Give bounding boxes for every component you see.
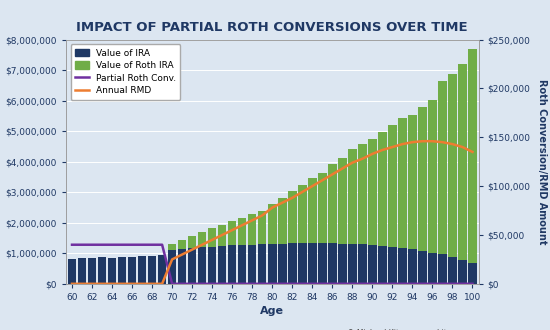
Bar <box>438 254 447 284</box>
Bar <box>288 243 296 284</box>
Y-axis label: Total Portfolio Value: Total Portfolio Value <box>0 102 1 222</box>
Bar <box>78 258 86 284</box>
Bar <box>218 246 227 284</box>
Bar <box>268 244 277 284</box>
Bar <box>68 259 76 284</box>
Title: IMPACT OF PARTIAL ROTH CONVERSIONS OVER TIME: IMPACT OF PARTIAL ROTH CONVERSIONS OVER … <box>76 21 468 34</box>
Bar <box>378 132 387 246</box>
Bar <box>398 118 406 248</box>
Bar <box>298 243 306 284</box>
Bar <box>188 236 196 248</box>
Bar <box>428 100 437 253</box>
Bar <box>438 81 447 254</box>
Bar <box>298 185 306 243</box>
Bar <box>418 251 427 284</box>
Bar <box>168 250 177 284</box>
Y-axis label: Roth Conversion/RMD Amount: Roth Conversion/RMD Amount <box>537 79 547 245</box>
Bar <box>458 64 467 260</box>
Bar <box>358 245 367 284</box>
Bar <box>388 247 397 284</box>
Bar <box>168 244 177 250</box>
Bar <box>268 204 277 244</box>
Bar <box>408 249 417 284</box>
Bar <box>98 257 106 284</box>
Bar <box>338 158 346 244</box>
Bar <box>388 125 397 247</box>
Bar <box>198 232 206 247</box>
Bar <box>148 256 156 284</box>
Legend: Value of IRA, Value of Roth IRA, Partial Roth Conv., Annual RMD: Value of IRA, Value of Roth IRA, Partial… <box>70 44 180 100</box>
Bar <box>238 217 246 245</box>
Bar <box>278 244 287 284</box>
Bar <box>208 228 217 247</box>
Bar <box>408 115 417 249</box>
Bar <box>208 247 217 284</box>
Bar <box>308 179 317 243</box>
Bar <box>88 257 96 284</box>
Bar <box>118 257 127 284</box>
Bar <box>328 243 337 284</box>
Bar <box>258 245 267 284</box>
Bar <box>258 211 267 245</box>
Bar <box>198 247 206 284</box>
Bar <box>228 221 236 245</box>
Bar <box>228 245 236 284</box>
Bar <box>358 144 367 245</box>
Bar <box>318 243 327 284</box>
Bar <box>238 245 246 284</box>
Bar <box>288 191 296 243</box>
Bar <box>178 240 186 249</box>
Bar <box>338 244 346 284</box>
Bar <box>158 255 166 284</box>
Bar <box>128 257 136 284</box>
Bar <box>448 74 456 257</box>
Bar <box>458 260 467 284</box>
Bar <box>348 244 356 284</box>
Bar <box>378 246 387 284</box>
Bar <box>218 225 227 246</box>
Bar <box>188 248 196 284</box>
Bar <box>448 257 456 284</box>
Bar <box>318 173 327 243</box>
Bar <box>368 245 377 284</box>
Bar <box>328 164 337 243</box>
Bar <box>368 139 377 245</box>
Bar <box>348 149 356 244</box>
Bar <box>278 198 287 244</box>
Bar <box>468 263 477 284</box>
Bar <box>418 107 427 251</box>
Bar <box>398 248 406 284</box>
Text: © Michael Kitces, www.kitces.com: © Michael Kitces, www.kitces.com <box>348 329 478 330</box>
Bar <box>308 243 317 284</box>
Bar <box>138 256 146 284</box>
Bar <box>248 245 256 284</box>
Bar <box>178 249 186 284</box>
X-axis label: Age: Age <box>260 306 284 316</box>
Bar <box>248 214 256 245</box>
Bar <box>428 253 437 284</box>
Bar <box>468 50 477 263</box>
Bar <box>108 257 116 284</box>
